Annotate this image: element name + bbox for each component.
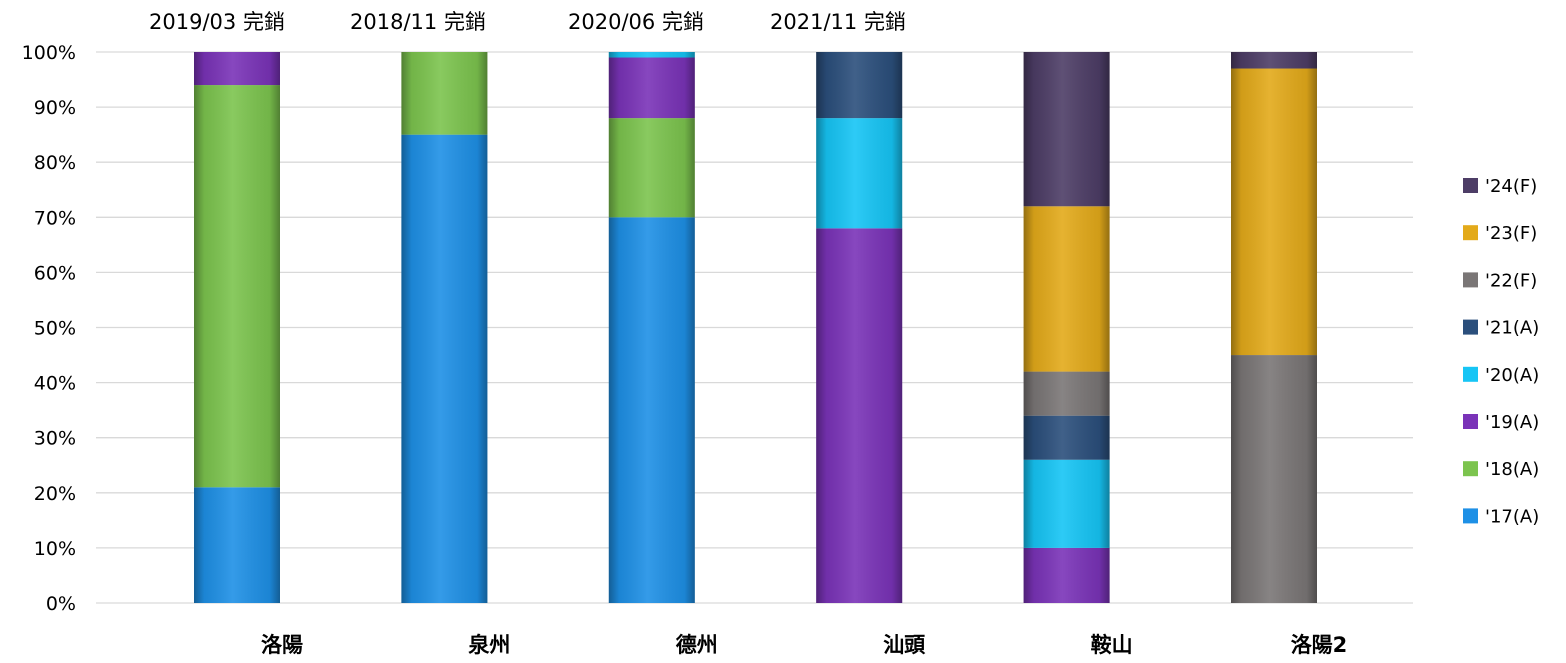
- bars: [194, 52, 1317, 604]
- legend-label: '24(F): [1485, 176, 1537, 197]
- legend-swatch: [1463, 508, 1478, 524]
- y-tick-label: 100%: [22, 42, 76, 64]
- y-tick-label: 80%: [34, 152, 76, 174]
- y-tick-label: 20%: [34, 483, 76, 505]
- x-axis: 洛陽 泉州 德州 汕頭 鞍山 洛陽2: [261, 633, 1347, 657]
- bar-segment-shading: [608, 52, 695, 58]
- bar-segment-shading: [1231, 68, 1317, 356]
- bar-segment-shading: [1231, 355, 1317, 603]
- bar-segment-shading: [1231, 52, 1317, 69]
- x-category-label: 泉州: [468, 633, 510, 657]
- y-tick-label: 90%: [34, 97, 76, 119]
- legend-label: '23(F): [1485, 223, 1537, 244]
- legend-label: '19(A): [1485, 412, 1539, 433]
- gridlines: [96, 51, 1413, 604]
- legend-label: '21(A): [1485, 318, 1539, 339]
- bar-segment-shading: [1023, 459, 1110, 548]
- y-tick-label: 40%: [34, 373, 76, 395]
- legend-swatch: [1463, 319, 1478, 335]
- bar-segment-shading: [1023, 52, 1110, 207]
- y-tick-label: 50%: [34, 318, 76, 340]
- bar-segment-shading: [816, 52, 903, 119]
- bar-segment-shading: [1023, 547, 1110, 603]
- bar-segment-shading: [608, 118, 695, 218]
- sold-out-annotation: 2018/11 完銷: [350, 10, 486, 34]
- legend-swatch: [1463, 414, 1478, 429]
- annotations: 2019/03 完銷 2018/11 完銷 2020/06 完銷 2021/11 完銷: [149, 10, 906, 34]
- legend: '24(F) '23(F) '22(F) '21(A) '20(A) '19(A) '18(…: [1463, 176, 1539, 527]
- x-category-label: 德州: [676, 633, 718, 657]
- bar-segment-shading: [194, 52, 280, 86]
- sold-out-annotation: 2021/11 完銷: [770, 10, 906, 34]
- y-tick-label: 60%: [34, 262, 76, 284]
- y-tick-label: 10%: [34, 538, 76, 560]
- y-axis: 0% 10% 20% 30% 40% 50% 60% 70% 80% 90% 100%: [22, 42, 76, 615]
- sold-out-annotation: 2020/06 完銷: [568, 10, 704, 34]
- legend-swatch: [1463, 225, 1478, 241]
- x-category-label: 汕頭: [883, 633, 926, 657]
- legend-label: '18(A): [1485, 459, 1539, 480]
- sold-out-annotation: 2019/03 完銷: [149, 10, 285, 34]
- y-tick-label: 70%: [34, 207, 76, 229]
- x-category-label: 鞍山: [1091, 633, 1133, 657]
- legend-label: '22(F): [1485, 270, 1537, 291]
- bar-segment-shading: [401, 52, 488, 135]
- x-category-label: 洛陽: [261, 633, 303, 657]
- bar-segment-shading: [194, 487, 280, 603]
- legend-label: '17(A): [1485, 506, 1539, 527]
- bar-segment-shading: [816, 228, 903, 603]
- y-tick-label: 0%: [46, 593, 76, 615]
- bar-segment-shading: [1023, 206, 1110, 372]
- bar-segment-shading: [608, 57, 695, 119]
- legend-swatch: [1463, 461, 1478, 477]
- bar-segment-shading: [401, 134, 488, 603]
- bar-segment-shading: [194, 85, 280, 488]
- legend-swatch: [1463, 366, 1478, 382]
- x-category-label: 洛陽2: [1291, 633, 1348, 657]
- legend-swatch: [1463, 272, 1478, 288]
- legend-label: '20(A): [1485, 365, 1539, 386]
- bar-segment-shading: [816, 118, 903, 229]
- bar-segment-shading: [1023, 415, 1110, 460]
- bar-segment-shading: [608, 217, 695, 604]
- legend-swatch: [1463, 178, 1478, 193]
- bar-segment-shading: [1023, 371, 1110, 416]
- y-tick-label: 30%: [34, 428, 76, 450]
